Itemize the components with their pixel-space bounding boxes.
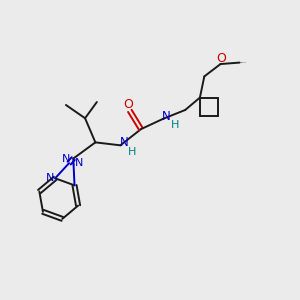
Text: H: H bbox=[171, 120, 180, 130]
Text: N: N bbox=[75, 158, 84, 168]
Text: O: O bbox=[216, 52, 226, 65]
Text: N: N bbox=[62, 154, 70, 164]
Text: N: N bbox=[46, 173, 54, 183]
Text: N: N bbox=[162, 110, 171, 123]
Text: methoxy: methoxy bbox=[241, 61, 248, 63]
Text: O: O bbox=[123, 98, 133, 111]
Text: H: H bbox=[128, 147, 136, 157]
Text: N: N bbox=[120, 136, 128, 149]
